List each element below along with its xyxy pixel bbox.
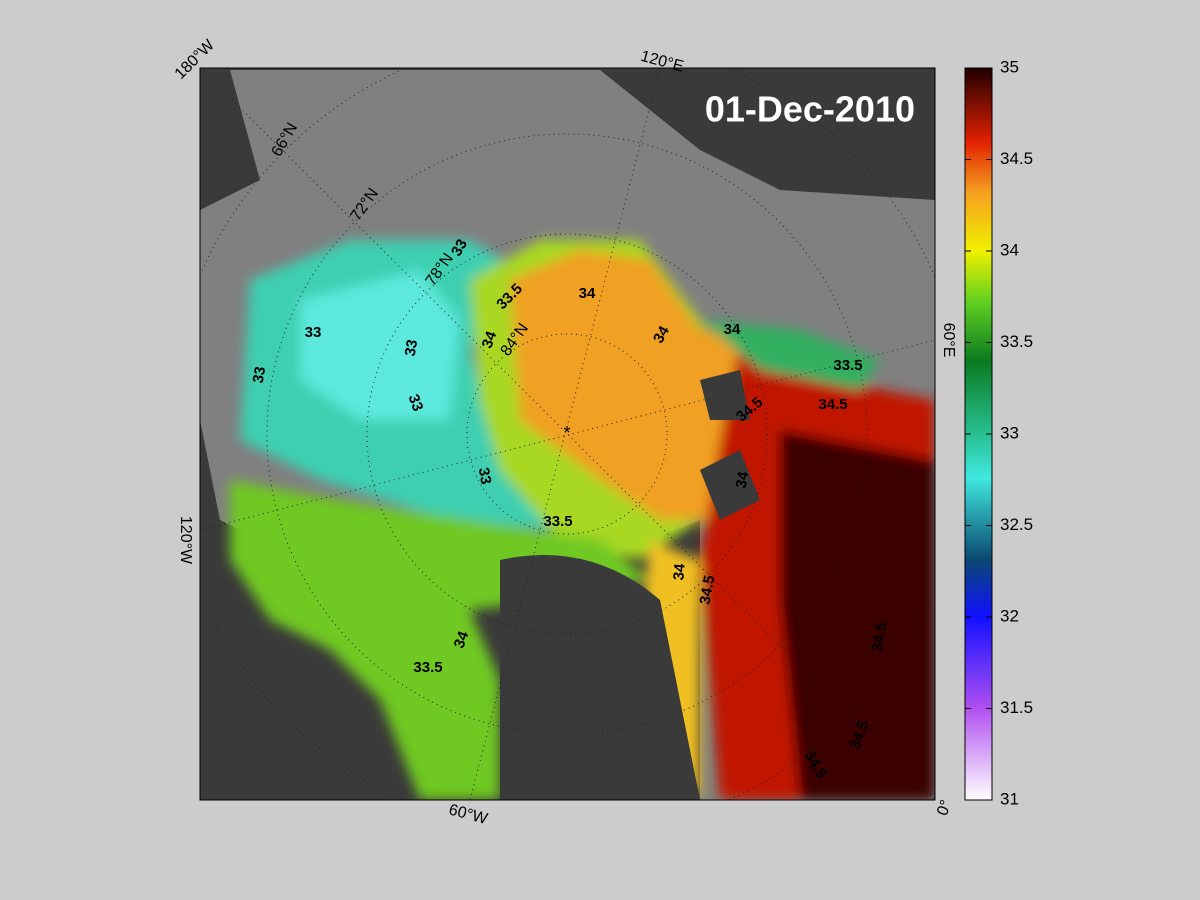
contour-label: 34 <box>451 628 473 650</box>
contour-label: 33 <box>448 236 471 259</box>
longitude-label: 60°E <box>940 323 957 358</box>
pole-marker: * <box>563 423 570 443</box>
contour-label: 34 <box>579 285 596 302</box>
contour-label: 34 <box>650 323 673 347</box>
contour-label: 33 <box>250 365 270 384</box>
greenland <box>500 555 700 800</box>
contour-label: 33 <box>475 466 495 485</box>
colorbar-tick-label: 33.5 <box>1000 332 1033 351</box>
contour-label: 34 <box>724 321 741 338</box>
map: * <box>200 68 935 800</box>
colorbar-tick-label: 34 <box>1000 240 1019 259</box>
colorbar-tick-label: 33 <box>1000 423 1019 442</box>
colorbar-tick-label: 31.5 <box>1000 698 1033 717</box>
contour-label: 33.5 <box>833 357 862 374</box>
contour-label: 33 <box>405 392 427 413</box>
colorbar-tick-label: 35 <box>1000 57 1019 76</box>
colorbar-tick-label: 32 <box>1000 606 1019 625</box>
colorbar-tick-label: 34.5 <box>1000 149 1033 168</box>
date-title: 01-Dec-2010 <box>705 89 915 130</box>
contour-label: 34.5 <box>697 574 719 606</box>
contour-label: 34 <box>733 470 753 490</box>
longitude-label: 60°W <box>447 801 490 828</box>
longitude-label: 120°W <box>177 516 194 565</box>
contour-label: 33 <box>305 324 322 341</box>
colorbar-tick-label: 32.5 <box>1000 515 1033 534</box>
contour-label: 34.5 <box>818 396 847 413</box>
contour-label: 33.5 <box>543 513 572 530</box>
graticule <box>200 68 935 800</box>
map-frame <box>199 67 936 801</box>
contour-label: 34 <box>479 328 501 350</box>
colorbar-tick-label: 31 <box>1000 789 1019 808</box>
contour-label: 34 <box>670 562 688 581</box>
longitude-label: 0° <box>934 798 955 818</box>
contour-label: 33.5 <box>413 659 442 676</box>
islands <box>700 370 760 520</box>
contour-label: 33 <box>402 338 422 357</box>
contour-label: 34.5 <box>869 621 891 653</box>
